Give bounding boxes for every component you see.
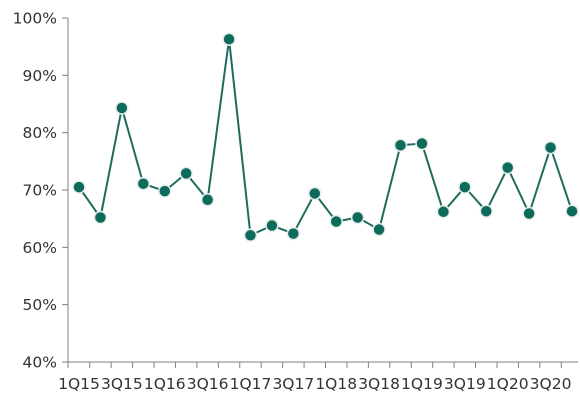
x-axis: 1Q15 3Q15 1Q16 3Q16 1Q17 3Q17 1Q18 3Q18 1Q19 3Q19… xyxy=(58,361,578,393)
data-point xyxy=(458,180,472,194)
data-point xyxy=(93,210,108,225)
data-point xyxy=(308,186,322,201)
data-point xyxy=(157,184,172,198)
x-tick-label: 3Q19 xyxy=(444,375,486,393)
data-point xyxy=(393,138,408,153)
y-tick-label: 100% xyxy=(13,10,57,28)
data-point xyxy=(222,32,236,46)
x-tick-label: 3Q17 xyxy=(272,375,314,393)
x-tick-label: 1Q18 xyxy=(315,375,357,393)
data-point xyxy=(565,204,579,218)
data-point xyxy=(115,101,129,115)
series-line xyxy=(78,38,573,237)
y-tick-label: 90% xyxy=(23,67,57,85)
series-group xyxy=(72,32,579,243)
y-tick-label: 60% xyxy=(23,239,57,257)
data-point xyxy=(265,218,279,233)
x-tick-label: 1Q15 xyxy=(58,375,100,393)
data-point xyxy=(72,180,86,194)
data-point xyxy=(329,214,343,229)
x-tick-label: 3Q15 xyxy=(101,375,143,393)
data-point xyxy=(415,136,429,151)
y-tick-label: 50% xyxy=(23,296,57,314)
x-tick-label: 3Q16 xyxy=(187,375,229,393)
data-point xyxy=(479,204,494,218)
data-point xyxy=(522,206,536,221)
data-point xyxy=(436,205,451,219)
data-point xyxy=(136,176,151,191)
x-tick-label: 1Q20 xyxy=(487,375,529,393)
data-point xyxy=(500,160,515,175)
data-point xyxy=(350,210,365,225)
y-axis: 40% 50% 60% 70% 80% 90% 100% xyxy=(13,10,69,372)
y-tick-label: 40% xyxy=(23,354,57,372)
data-point xyxy=(179,166,193,181)
x-tick-label: 3Q18 xyxy=(358,375,400,393)
data-point xyxy=(372,222,386,237)
data-point xyxy=(543,140,558,155)
y-tick-label: 80% xyxy=(23,124,57,142)
data-point xyxy=(243,228,258,243)
x-tick-label: 1Q17 xyxy=(230,375,272,393)
data-point xyxy=(286,226,301,241)
x-tick-label: 1Q16 xyxy=(144,375,186,393)
y-tick-label: 70% xyxy=(23,182,57,200)
data-point xyxy=(200,192,215,207)
x-tick-label: 3Q20 xyxy=(530,375,572,393)
x-tick-label: 1Q19 xyxy=(401,375,443,393)
